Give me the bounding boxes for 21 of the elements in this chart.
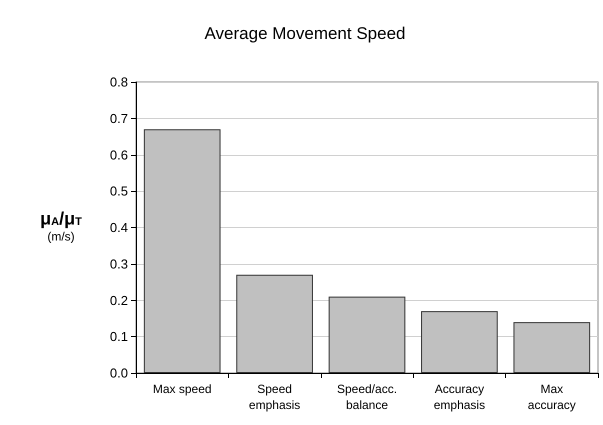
y-tick-label: 0.3: [110, 256, 128, 272]
x-tick-label: Accuracy emphasis: [434, 382, 486, 412]
bar: [144, 129, 221, 373]
y-tick-label: 0.5: [110, 184, 128, 199]
x-tick-label: Speed emphasis: [248, 382, 300, 412]
y-tick-label: 0.1: [110, 329, 128, 344]
x-tick-label: Speed/acc. balance: [336, 382, 398, 412]
bar: [421, 311, 498, 373]
x-tick-label: Max speed: [152, 382, 212, 396]
y-axis-title: μA/μT (m/s): [40, 208, 82, 244]
y-tick-label: 0.4: [110, 220, 128, 235]
y-tick-label: 0.0: [110, 366, 128, 380]
y-tick-label: 0.7: [110, 110, 128, 126]
bar: [513, 322, 590, 373]
y-tick-label: 0.2: [110, 292, 128, 308]
y-tick-label: 0.6: [110, 147, 128, 162]
y-tick-label: 0.8: [110, 74, 128, 90]
bar: [328, 296, 406, 373]
x-tick-label: Max accuracy: [528, 382, 576, 412]
chart-title: Average Movement Speed: [204, 24, 406, 43]
bar: [236, 274, 313, 373]
